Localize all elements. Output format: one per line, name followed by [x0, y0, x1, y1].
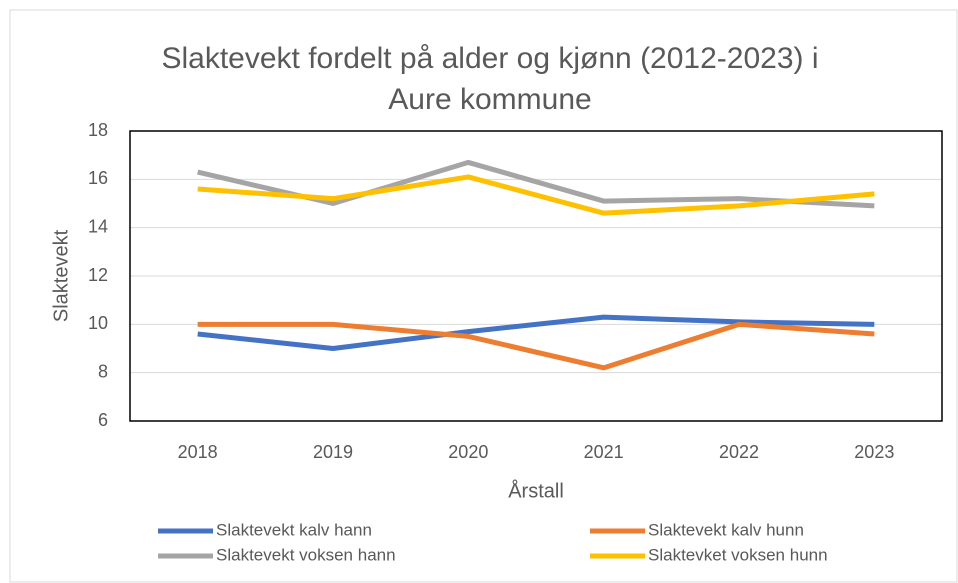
chart-title: Aure kommune — [388, 83, 591, 116]
legend-label: Slaktevekt kalv hann — [216, 520, 372, 539]
y-tick-label: 8 — [98, 361, 108, 381]
legend-label: Slaktevket voksen hunn — [648, 545, 828, 564]
y-tick-label: 12 — [88, 265, 108, 285]
legend-label: Slaktevekt kalv hunn — [648, 520, 804, 539]
plot-border — [129, 130, 943, 422]
y-tick-label: 6 — [98, 410, 108, 430]
x-tick-label: 2023 — [854, 442, 894, 462]
y-tick-label: 10 — [88, 313, 108, 333]
y-tick-label: 16 — [88, 168, 108, 188]
x-tick-label: 2022 — [719, 442, 759, 462]
series-line — [197, 314, 875, 351]
series-line — [197, 174, 875, 216]
series-line — [197, 321, 875, 371]
y-tick-label: 14 — [88, 216, 108, 236]
x-tick-label: 2019 — [313, 442, 353, 462]
x-tick-label: 2020 — [448, 442, 488, 462]
x-axis-title: Årstall — [508, 479, 564, 502]
chart-title: Slaktevekt fordelt på alder og kjønn (20… — [161, 42, 818, 75]
legend-label: Slaktevekt voksen hann — [216, 545, 396, 564]
chart-border — [9, 9, 958, 583]
y-tick-label: 18 — [88, 120, 108, 140]
x-tick-label: 2018 — [178, 442, 218, 462]
x-tick-label: 2021 — [584, 442, 624, 462]
y-axis-title: Slaktevekt — [50, 229, 72, 322]
